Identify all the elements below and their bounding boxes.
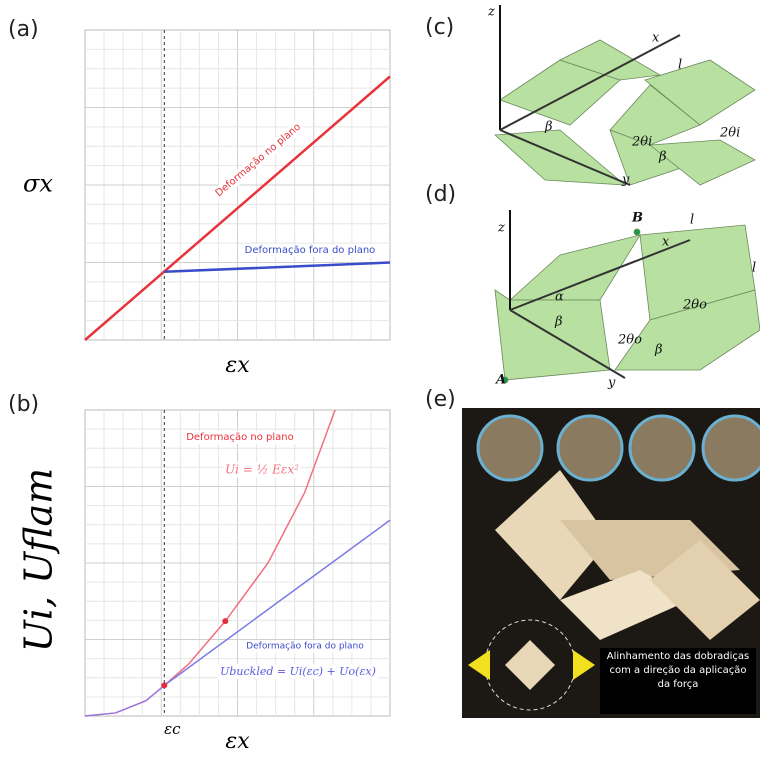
annotation: Deformação fora do plano	[245, 245, 376, 256]
diagram-label: l	[678, 58, 682, 73]
diagram-label: x	[662, 235, 670, 250]
x-axis-label: εx	[225, 353, 250, 378]
diagram-label: 2θi	[631, 135, 652, 150]
diagram-label: β	[658, 150, 667, 165]
diagram-c	[495, 5, 755, 185]
zoom-circle	[630, 416, 694, 480]
marker	[222, 618, 228, 624]
diagram-label: A	[494, 373, 506, 388]
caption-wrap: Alinhamento das dobradiças com a direção…	[604, 650, 752, 712]
panel-label: (e)	[425, 387, 456, 412]
figure: Alinhamento das dobradiças com a direção…	[0, 0, 760, 758]
zoom-circle	[478, 416, 542, 480]
panel-label: (b)	[8, 392, 39, 417]
annotation: Deformação no plano	[186, 432, 294, 443]
diagram-label: 2θi	[719, 126, 740, 141]
marker	[161, 682, 167, 688]
annotation: Ubuckled = Ui(εc) + Uo(εx)	[220, 665, 376, 678]
x-axis-label: εx	[225, 729, 250, 754]
diagram-label: α	[555, 290, 564, 305]
diagram-label: x	[652, 31, 660, 46]
facet	[495, 130, 625, 185]
diagram-label: 2θo	[617, 333, 642, 348]
caption: Alinhamento das dobradiças com a direção…	[604, 650, 752, 692]
point-b	[634, 229, 640, 235]
diagram-label: l	[690, 213, 694, 228]
zoom-circle	[558, 416, 622, 480]
diagram-label: B	[631, 211, 643, 226]
annotation: Ui = ½ Eεx²	[225, 463, 299, 477]
diagram-label: z	[487, 5, 495, 20]
photo: Alinhamento das dobradiças com a direção…	[462, 408, 760, 718]
diagram-label: β	[654, 343, 663, 358]
zoom-circle	[703, 416, 760, 480]
panel-label: (c)	[425, 15, 454, 40]
diagram-label: l	[752, 261, 756, 276]
diagram-label: β	[554, 315, 563, 330]
panel-label: (a)	[8, 17, 39, 42]
diagram-label: y	[621, 173, 630, 188]
critical-label: εc	[164, 720, 181, 738]
diagram-d	[495, 210, 760, 383]
panel-label: (d)	[425, 182, 456, 207]
y-axis-label: Ui, Uflam	[17, 468, 61, 652]
diagram-label: y	[607, 376, 616, 391]
annotation: Deformação fora do plano	[246, 642, 364, 652]
y-axis-label: σx	[23, 170, 53, 198]
diagram-label: z	[497, 221, 505, 236]
diagram-label: β	[544, 120, 553, 135]
diagram-label: 2θo	[682, 298, 707, 313]
